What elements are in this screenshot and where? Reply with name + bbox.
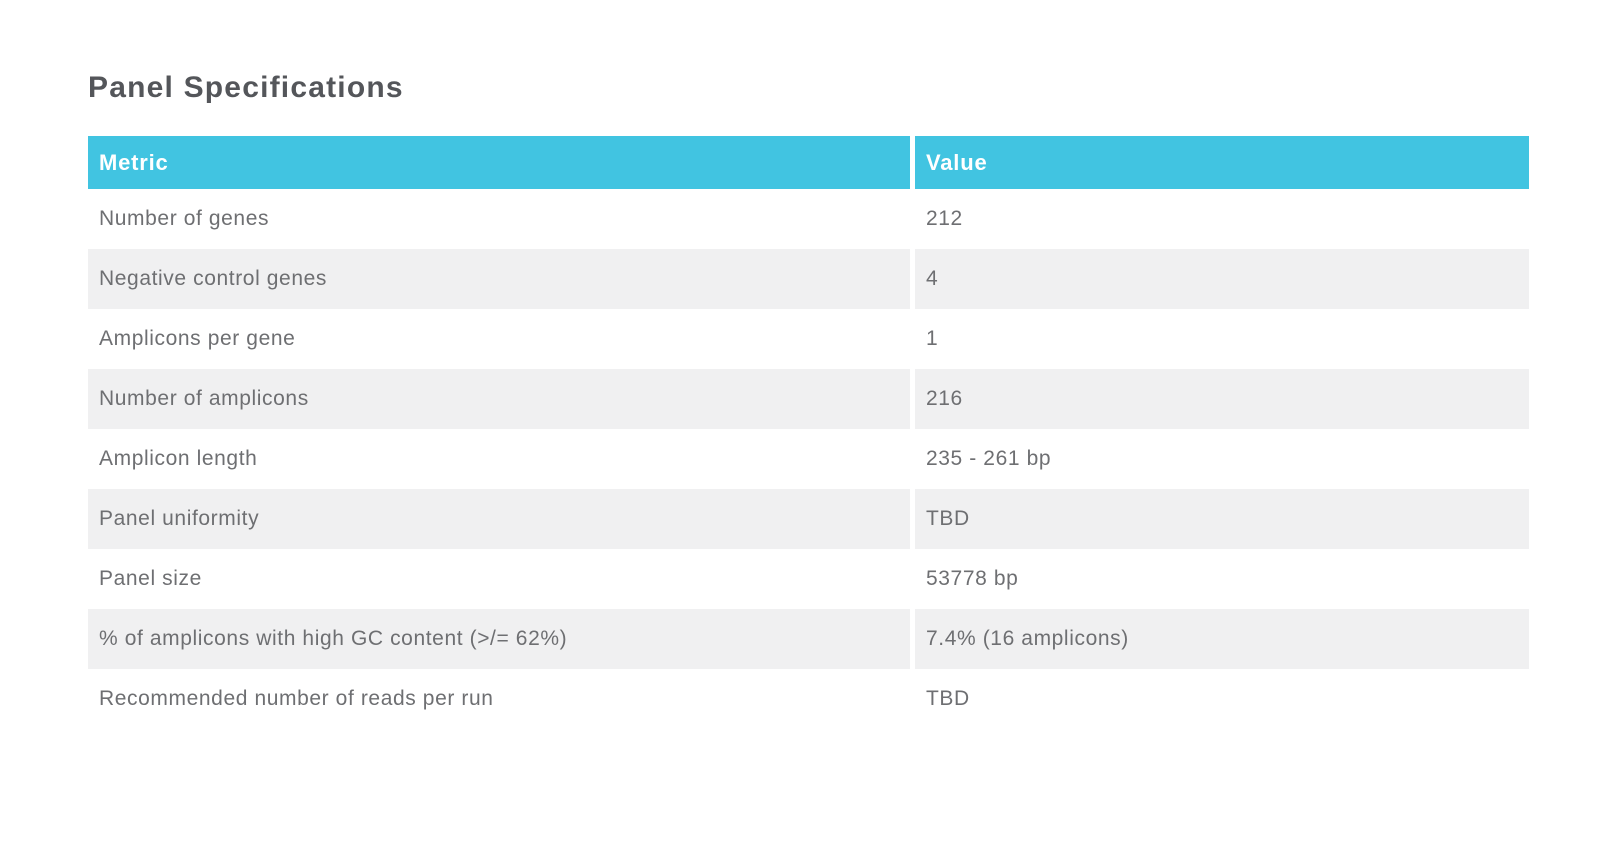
metric-cell: Recommended number of reads per run (88, 669, 910, 729)
metric-cell: Negative control genes (88, 249, 910, 309)
metric-cell: Amplicons per gene (88, 309, 910, 369)
column-header-value: Value (910, 136, 1529, 189)
panel-specifications-table: Metric Value Number of genes 212 Negative … (88, 136, 1529, 729)
table-row: Number of genes 212 (88, 189, 1529, 249)
table-body: Number of genes 212 Negative control genes… (88, 189, 1529, 729)
table-row: Panel size 53778 bp (88, 549, 1529, 609)
metric-cell: % of amplicons with high GC content (>/=… (88, 609, 910, 669)
page-title: Panel Specifications (88, 71, 404, 104)
table-row: Amplicons per gene 1 (88, 309, 1529, 369)
table-row: % of amplicons with high GC content (>/=… (88, 609, 1529, 669)
table-row: Amplicon length 235 - 261 bp (88, 429, 1529, 489)
table-header: Metric Value (88, 136, 1529, 189)
table-row: Recommended number of reads per run TBD (88, 669, 1529, 729)
metric-cell: Number of genes (88, 189, 910, 249)
metric-cell: Panel uniformity (88, 489, 910, 549)
metric-cell: Panel size (88, 549, 910, 609)
value-cell: TBD (910, 669, 1529, 729)
value-cell: 7.4% (16 amplicons) (910, 609, 1529, 669)
value-cell: TBD (910, 489, 1529, 549)
table-row: Negative control genes 4 (88, 249, 1529, 309)
table-row: Panel uniformity TBD (88, 489, 1529, 549)
value-cell: 216 (910, 369, 1529, 429)
value-cell: 53778 bp (910, 549, 1529, 609)
value-cell: 212 (910, 189, 1529, 249)
column-header-metric: Metric (88, 136, 910, 189)
value-cell: 1 (910, 309, 1529, 369)
value-cell: 4 (910, 249, 1529, 309)
metric-cell: Number of amplicons (88, 369, 910, 429)
table-row: Number of amplicons 216 (88, 369, 1529, 429)
header-row: Metric Value (88, 136, 1529, 189)
value-cell: 235 - 261 bp (910, 429, 1529, 489)
metric-cell: Amplicon length (88, 429, 910, 489)
